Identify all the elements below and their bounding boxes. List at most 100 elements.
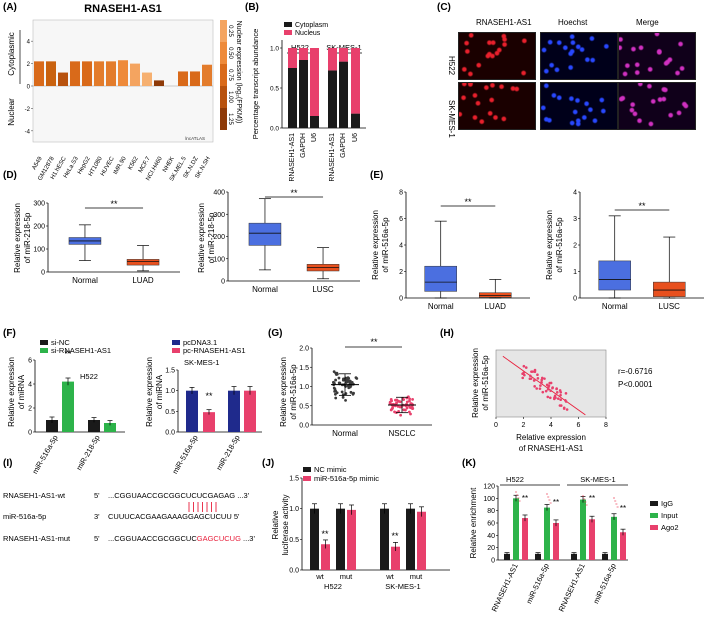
panel-k-legend-swatch	[650, 513, 658, 518]
panel-c-header-merge: Merge	[636, 18, 659, 27]
panel-a-xtick-label: IMR.90	[113, 155, 128, 175]
panel-e-right-box	[653, 281, 686, 297]
panel-f-right-ylabel-1: Relative expression	[145, 357, 154, 427]
panel-g-point	[334, 396, 338, 400]
panel-h-point	[531, 370, 535, 373]
panel-h-p-text: P<0.0001	[618, 380, 653, 389]
panel-f-left-bar	[62, 381, 74, 432]
panel-a-legend-swatch	[220, 42, 227, 64]
panel-d-right-ytick-label: 200	[213, 234, 225, 241]
panel-k-sig: **	[589, 494, 595, 503]
panel-h-point	[533, 385, 536, 388]
panel-d-right-xtick-label: LUSC	[312, 285, 334, 294]
panel-k-bar	[513, 498, 519, 560]
panel-g-point	[411, 397, 414, 401]
panel-f-right-ytick-label: 1.5	[165, 368, 175, 375]
panel-h-point	[529, 374, 532, 378]
panel-a-bar	[190, 71, 200, 86]
panel-b-bar-nucleus	[310, 48, 319, 116]
panel-f-left-legend-1: si-NC	[51, 338, 70, 347]
panel-d-right-sig: **	[290, 188, 298, 198]
panel-f-left-legend-swatch-1	[40, 340, 48, 345]
panel-a-bar	[106, 61, 116, 86]
panel-c-micrograph	[458, 82, 536, 130]
panel-e-left-ytick-label: 8	[399, 190, 403, 197]
panel-g-ytick-label: 1.0	[299, 384, 309, 391]
panel-g-point	[408, 406, 412, 409]
panel-f-right-legend-swatch-2	[172, 348, 180, 353]
panel-j-sig-1: **	[321, 529, 329, 539]
panel-f-left-sig: **	[64, 349, 72, 359]
panel-j-sig-2: **	[391, 531, 399, 541]
panel-h-xtick-label: 8	[604, 422, 608, 429]
panel-j-bar	[380, 508, 389, 570]
panel-h-point	[524, 366, 528, 369]
panel-a-legend-tick: 0.25	[227, 25, 233, 37]
panel-g-point	[333, 392, 337, 396]
panel-g-point	[341, 395, 345, 399]
panel-a-bar	[154, 80, 164, 86]
panel-g-ytick-label: 0.5	[299, 403, 309, 410]
panel-k-group-h522: H522	[506, 475, 524, 484]
panel-j-group-h522: H522	[324, 582, 342, 591]
panel-h-point	[553, 396, 556, 399]
panel-h-point	[556, 397, 560, 400]
panel-d-left-ytick-label: 300	[33, 201, 45, 208]
panel-a-bar	[178, 71, 188, 86]
panel-d-left-ylabel-2: of miR-218-5p	[23, 212, 32, 263]
panel-h-point	[565, 408, 569, 411]
panel-h-point	[548, 381, 551, 385]
panel-b-group-h522: H522	[291, 43, 309, 52]
panel-f-right-ytick-label: 1.0	[165, 388, 175, 395]
panel-d-right-ytick-label: 100	[213, 256, 225, 263]
panel-f-right-bar	[186, 390, 198, 432]
panel-f-right-sig: **	[205, 391, 213, 401]
panel-f-left-xtick-label: miR-218-5p	[74, 434, 101, 472]
panel-a-bar	[82, 61, 92, 86]
panel-g-point	[402, 398, 406, 402]
panel-g-point	[399, 413, 403, 417]
panel-e-right-xtick-label: Normal	[602, 302, 628, 311]
panel-g-xtick-label: NSCLC	[388, 429, 415, 438]
panel-a-legend-label: Nuclear expression (log₂(FPKM))	[235, 21, 242, 124]
panel-i-sequence: ...CGGUAACCGCGGCUCGAGCUCUG ...3'	[108, 534, 255, 543]
panel-j-xtick-label: mut	[410, 572, 423, 581]
panel-d-left-box	[126, 259, 160, 266]
panel-h-point	[545, 383, 549, 387]
panel-h-xtick-label: 4	[549, 422, 553, 429]
panel-c-micrograph	[618, 82, 696, 130]
panel-j-legend-swatch-1	[303, 467, 311, 472]
panel-b-ylabel: Percentage transcript abundance	[251, 29, 260, 140]
panel-e-right-xtick-label: LUSC	[659, 302, 681, 311]
panel-k-sig: **	[522, 494, 528, 503]
panel-e-left-ylabel-2: of miR-516a-5p	[381, 217, 390, 273]
panel-g-point	[338, 381, 342, 385]
panel-b-xtick-label: RNASEH1-AS1	[289, 133, 296, 182]
panel-j-bar	[406, 508, 415, 570]
panel-d-right-ylabel-2: of miR-218-5p	[207, 212, 216, 263]
panel-f-right-ytick-label: 0.0	[165, 430, 175, 437]
panel-f-left-bar	[104, 423, 116, 432]
panel-e-right-ytick-label: 1	[573, 269, 577, 276]
panel-b-legend-cyto: Cytoplasm	[295, 22, 328, 29]
panel-d-left-ytick-label: 200	[33, 224, 45, 231]
panel-b-bar-cytoplasm	[288, 68, 297, 128]
panel-e-right-sig: **	[638, 201, 646, 211]
panel-f-left-legend-swatch-2	[40, 348, 48, 353]
panel-f-left-ylabel-2: of miRNA	[17, 374, 26, 409]
panel-d-left-xtick-label: LUAD	[132, 276, 154, 285]
panel-g-point	[345, 378, 349, 382]
panel-h-point	[559, 404, 563, 407]
panel-k-legend-label: Input	[661, 511, 679, 520]
panel-h-point	[543, 377, 546, 380]
panel-b-legend-swatch-cyto	[284, 22, 292, 27]
panel-a-legend-tick: 0.75	[227, 69, 233, 81]
panel-a-legend-swatch	[220, 20, 227, 42]
panel-g-point	[335, 373, 338, 376]
panel-j-ylabel-2: luciferase activity	[281, 495, 290, 556]
panel-d-right-ytick-label: 0	[221, 279, 225, 286]
panel-b-legend-swatch-nuc	[284, 30, 292, 35]
panel-b-bar-nucleus	[299, 48, 308, 60]
panel-g-point	[409, 412, 412, 416]
panel-e-right-ytick-label: 4	[573, 190, 577, 197]
